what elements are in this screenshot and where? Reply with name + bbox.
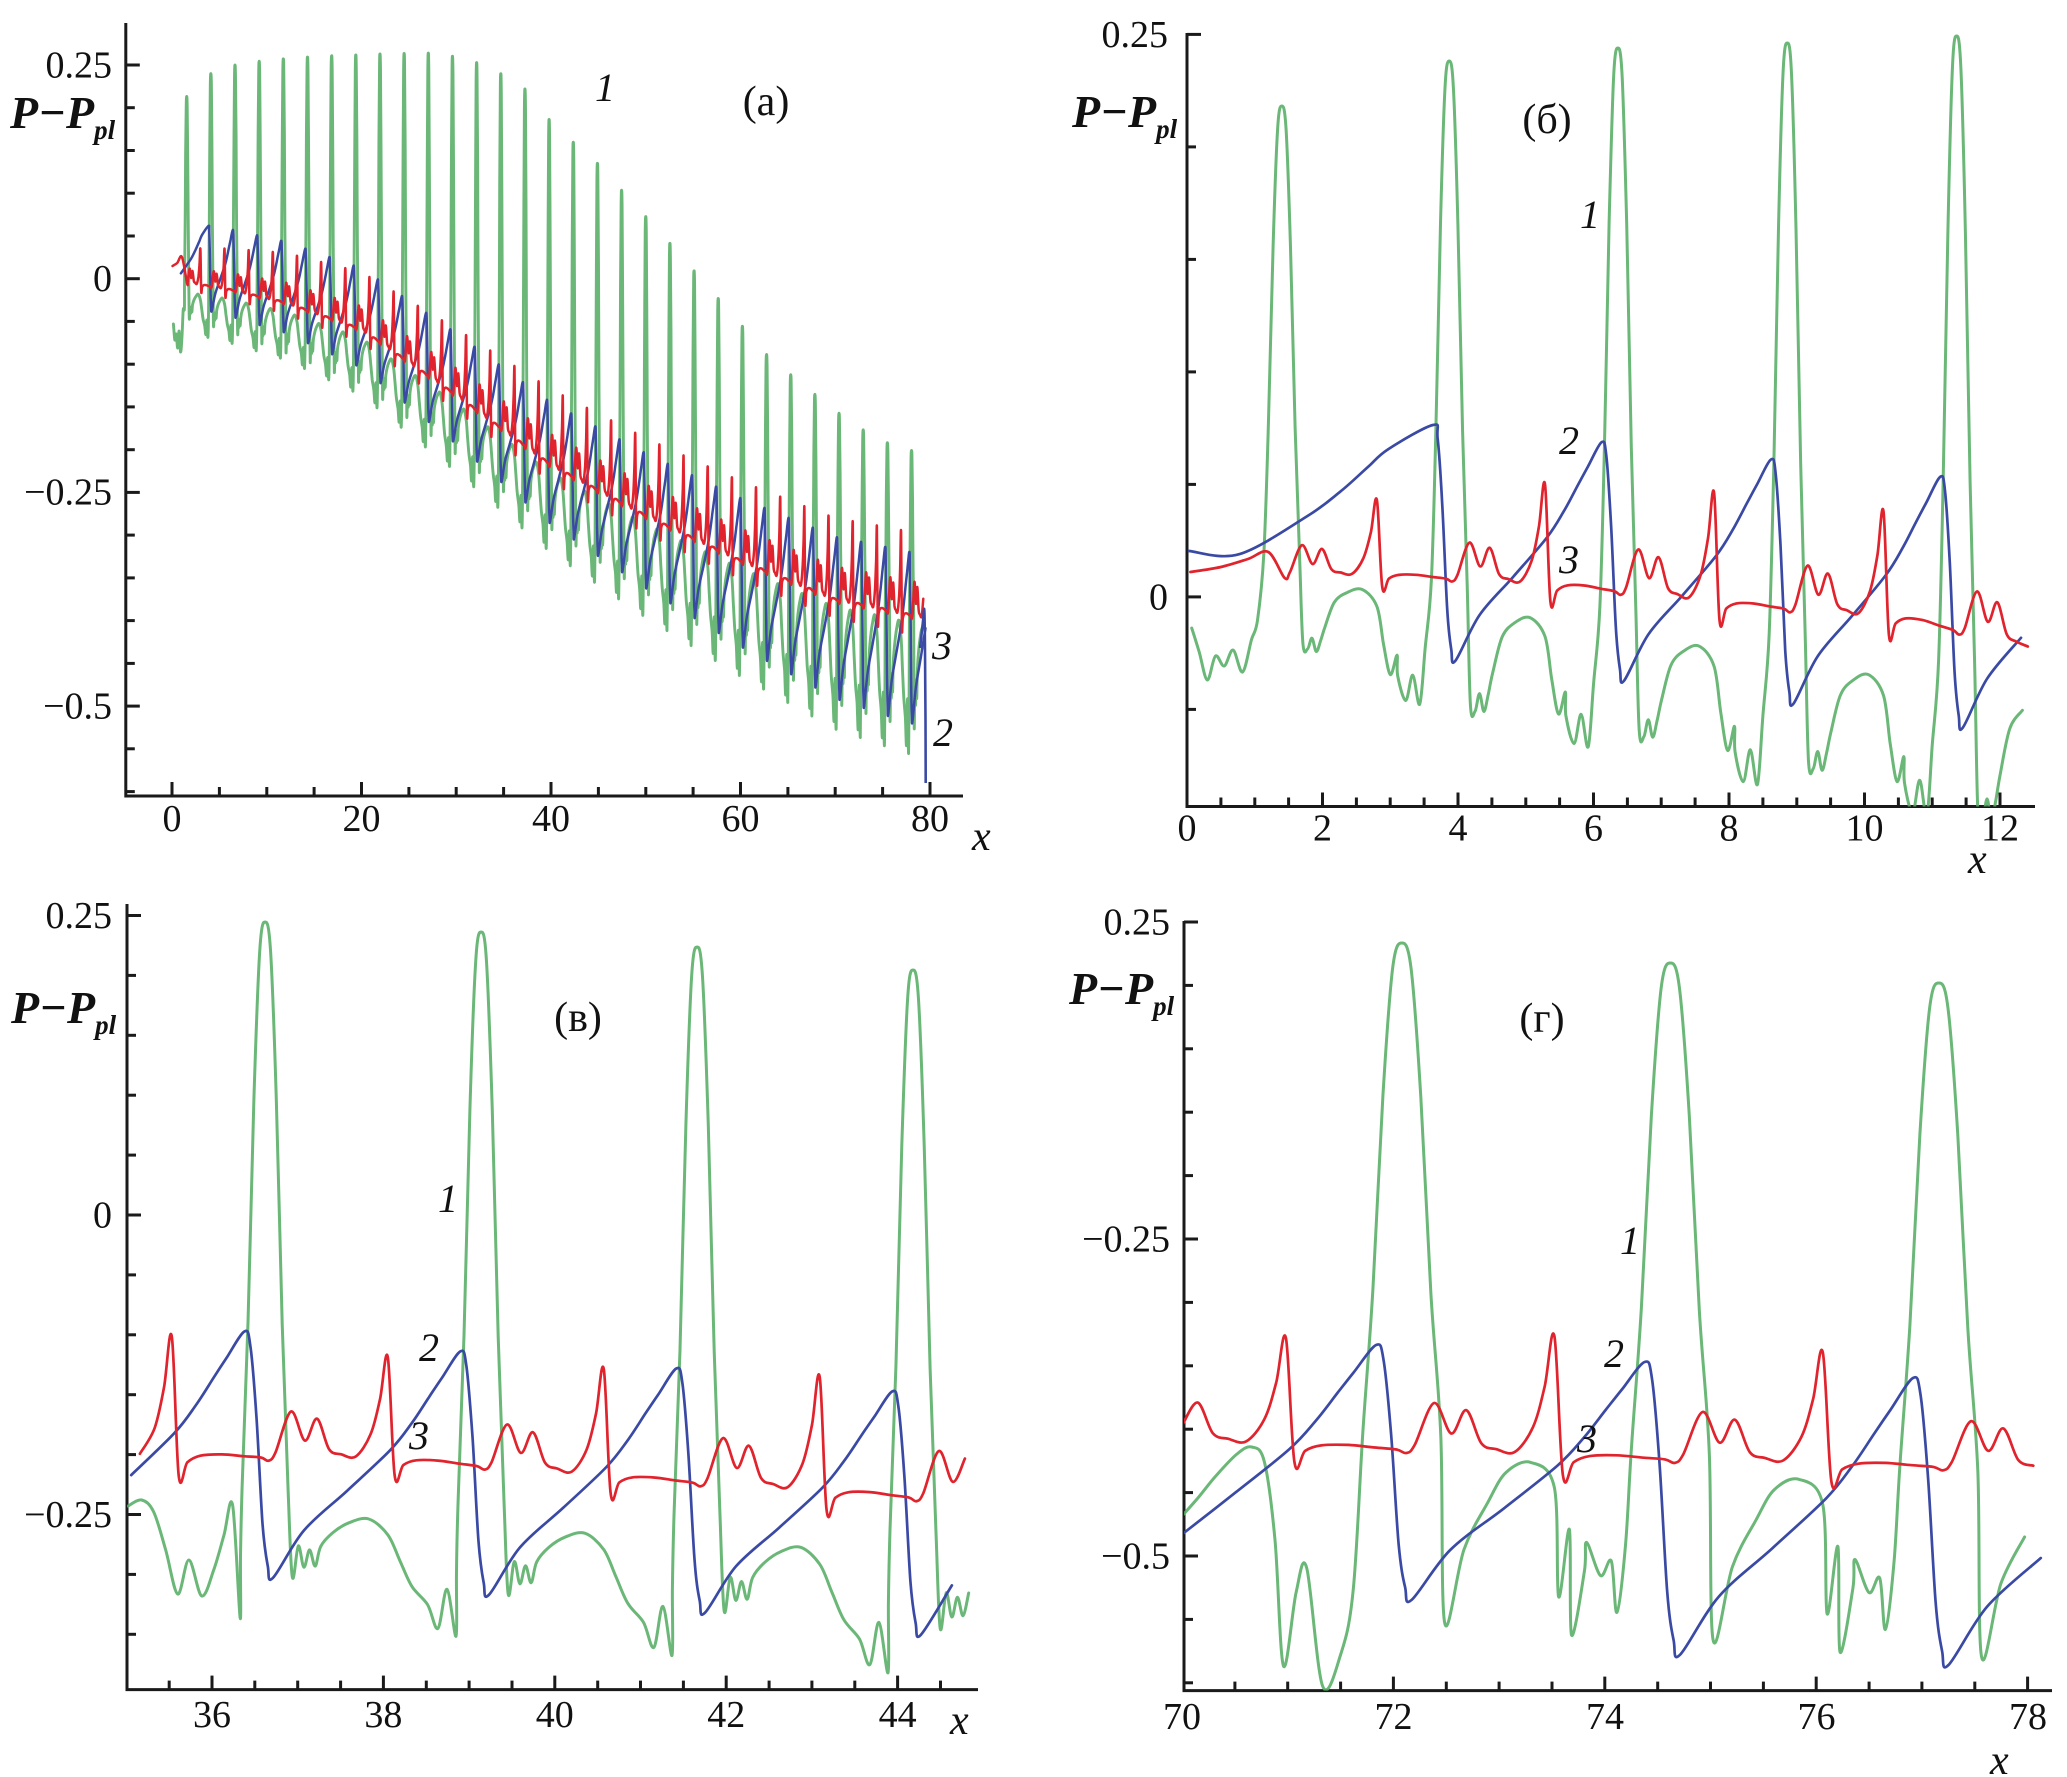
- svg-text:0.25: 0.25: [1104, 901, 1171, 943]
- svg-text:1: 1: [1580, 192, 1600, 237]
- svg-text:76: 76: [1798, 1696, 1836, 1738]
- svg-text:4: 4: [1449, 808, 1468, 850]
- svg-text:6: 6: [1584, 808, 1603, 850]
- svg-text:0: 0: [1178, 808, 1197, 850]
- svg-text:−0.25: −0.25: [1082, 1218, 1170, 1260]
- svg-text:60: 60: [722, 798, 760, 840]
- svg-text:−0.25: −0.25: [24, 1494, 112, 1536]
- svg-text:x: x: [971, 814, 991, 860]
- svg-text:1: 1: [595, 65, 615, 110]
- svg-text:2: 2: [933, 710, 953, 755]
- svg-text:3: 3: [1558, 537, 1579, 582]
- svg-text:44: 44: [879, 1694, 917, 1736]
- svg-text:12: 12: [1981, 808, 2019, 850]
- svg-text:0.25: 0.25: [46, 895, 113, 937]
- svg-text:−0.5: −0.5: [1101, 1535, 1170, 1577]
- svg-text:(а): (а): [743, 79, 790, 125]
- svg-text:0: 0: [163, 798, 182, 840]
- svg-text:10: 10: [1846, 808, 1884, 850]
- svg-text:42: 42: [707, 1694, 745, 1736]
- svg-text:(г): (г): [1519, 996, 1564, 1042]
- svg-text:40: 40: [536, 1694, 574, 1736]
- svg-text:38: 38: [364, 1694, 402, 1736]
- svg-text:x: x: [949, 1698, 969, 1744]
- svg-text:72: 72: [1375, 1696, 1413, 1738]
- svg-text:20: 20: [343, 798, 381, 840]
- svg-text:2: 2: [1313, 808, 1332, 850]
- svg-text:(в): (в): [554, 995, 602, 1041]
- svg-text:0: 0: [1149, 576, 1168, 618]
- svg-text:2: 2: [419, 1325, 439, 1370]
- svg-text:0.25: 0.25: [46, 44, 113, 86]
- svg-text:74: 74: [1586, 1696, 1624, 1738]
- svg-text:3: 3: [1576, 1416, 1597, 1461]
- svg-text:0.25: 0.25: [1102, 14, 1169, 56]
- svg-text:70: 70: [1163, 1696, 1201, 1738]
- svg-text:0: 0: [93, 1194, 112, 1236]
- svg-text:3: 3: [931, 623, 952, 668]
- svg-text:8: 8: [1720, 808, 1739, 850]
- svg-text:0: 0: [93, 258, 112, 300]
- svg-text:2: 2: [1604, 1331, 1624, 1376]
- svg-text:36: 36: [193, 1694, 231, 1736]
- svg-text:1: 1: [438, 1176, 458, 1221]
- svg-text:2: 2: [1559, 418, 1579, 463]
- svg-text:78: 78: [2009, 1696, 2047, 1738]
- svg-text:x: x: [1967, 837, 1987, 883]
- svg-text:80: 80: [911, 798, 949, 840]
- svg-text:(б): (б): [1522, 97, 1571, 143]
- svg-text:1: 1: [1620, 1218, 1640, 1263]
- svg-text:P−Ppl: P−Ppl: [1068, 963, 1175, 1021]
- svg-text:−0.25: −0.25: [24, 472, 112, 514]
- svg-text:x: x: [1989, 1738, 2009, 1777]
- svg-text:−0.5: −0.5: [43, 685, 112, 727]
- svg-text:3: 3: [408, 1413, 429, 1458]
- svg-text:40: 40: [532, 798, 570, 840]
